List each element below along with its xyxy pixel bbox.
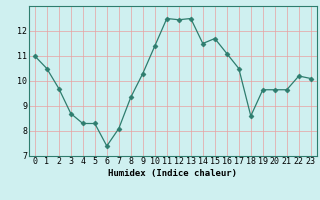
X-axis label: Humidex (Indice chaleur): Humidex (Indice chaleur) — [108, 169, 237, 178]
